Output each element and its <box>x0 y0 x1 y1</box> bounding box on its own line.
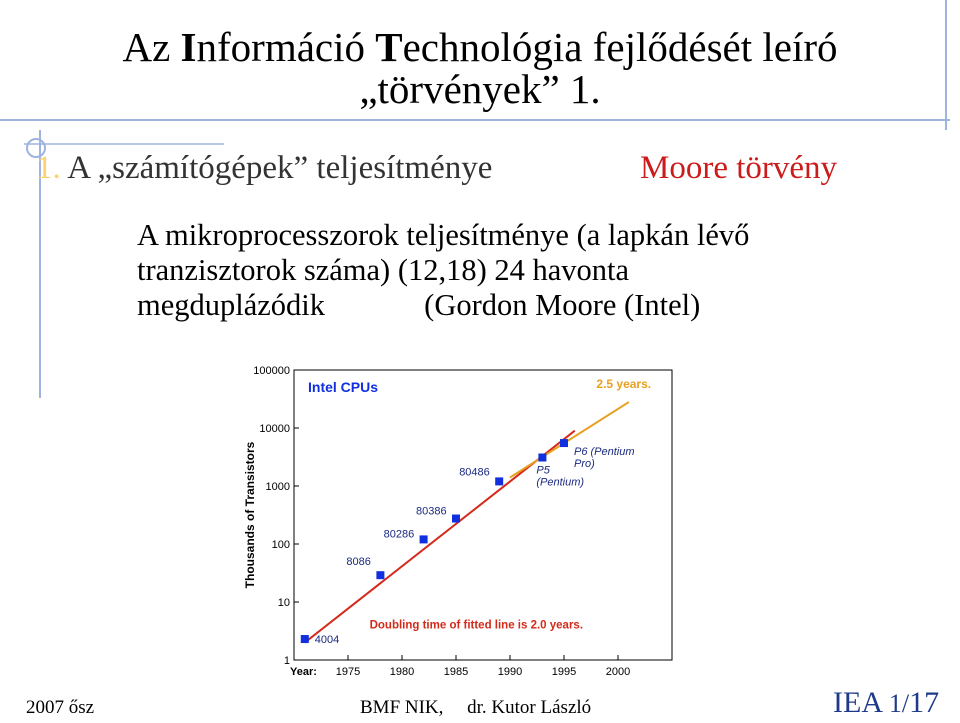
trend-line <box>509 401 630 479</box>
x-tick-label: 2000 <box>606 666 630 678</box>
bullet-text: A „számítógépek” teljesítménye <box>67 150 493 186</box>
y-tick-label: 1 <box>284 655 290 667</box>
data-point <box>376 571 385 580</box>
x-tick-label: 1990 <box>498 666 522 678</box>
point-label: 4004 <box>315 634 339 646</box>
body-line: megduplázódik (Gordon Moore (Intel) <box>137 288 701 322</box>
footer-course: IEA <box>833 686 882 719</box>
point-label: P6 (Pentium <box>574 446 635 458</box>
data-point <box>419 535 428 544</box>
bullet-number: 1. <box>36 150 61 186</box>
y-axis-label: Thousands of Transistors <box>243 441 257 588</box>
point-label: Pro) <box>574 458 595 470</box>
y-tick-label: 100000 <box>253 365 290 377</box>
x-tick-label: 1995 <box>552 666 576 678</box>
point-label: 80486 <box>459 466 490 478</box>
body-paragraph: A mikroprocesszorok teljesítménye (a lap… <box>137 218 749 323</box>
page-title: Az Információ Technológia fejlődését leí… <box>0 26 960 110</box>
body-line: A mikroprocesszorok teljesítménye (a lap… <box>137 218 750 252</box>
y-tick-label: 10 <box>278 597 290 609</box>
footer-author: BMF NIK, dr. Kutor László <box>360 697 592 718</box>
chart-marks: 100000 10000 1000 100 10 1 1975 1980 1985 1990 199… <box>243 365 673 678</box>
bullet-heading: 1. A „számítógépek” teljesítménye <box>36 150 492 187</box>
title-line-2: „törvények” 1. <box>359 66 601 112</box>
footer-page: IEA 1/17 <box>833 686 939 720</box>
transistor-chart: 100000 10000 1000 100 10 1 1975 1980 1985 1990 199… <box>243 365 673 678</box>
x-axis-label: Year: <box>290 666 317 678</box>
y-tick-label: 10000 <box>259 423 290 435</box>
point-label: P5 <box>536 465 550 477</box>
y-tick-label: 1000 <box>266 481 290 493</box>
footer-page-num: 1/ <box>888 689 910 718</box>
trend-annotation: 2.5 years. <box>596 377 651 391</box>
chart-title: Intel CPUs <box>308 379 378 395</box>
data-point <box>560 439 568 448</box>
point-label: (Pentium) <box>536 477 584 489</box>
y-tick-label: 100 <box>272 539 290 551</box>
x-tick-label: 1980 <box>390 666 414 678</box>
data-point <box>495 477 504 486</box>
point-label: 8086 <box>346 556 370 568</box>
point-label: 80286 <box>384 528 415 540</box>
footer-page-total: 17 <box>909 686 940 719</box>
moore-law-label: Moore törvény <box>640 150 838 186</box>
x-tick-label: 1975 <box>336 666 360 678</box>
body-line: tranzisztorok száma) (12,18) 24 havonta <box>137 253 630 287</box>
data-point <box>452 514 460 523</box>
x-tick-label: 1985 <box>444 666 468 678</box>
point-label: 80386 <box>416 506 447 518</box>
plot-frame <box>293 369 673 661</box>
footer-date: 2007 ősz <box>26 697 95 718</box>
title-line-1: Az Információ Technológia fejlődését leí… <box>122 24 838 70</box>
data-point <box>300 635 309 644</box>
data-point <box>538 453 547 462</box>
fit-annotation: Doubling time of fitted line is 2.0 year… <box>370 619 583 631</box>
